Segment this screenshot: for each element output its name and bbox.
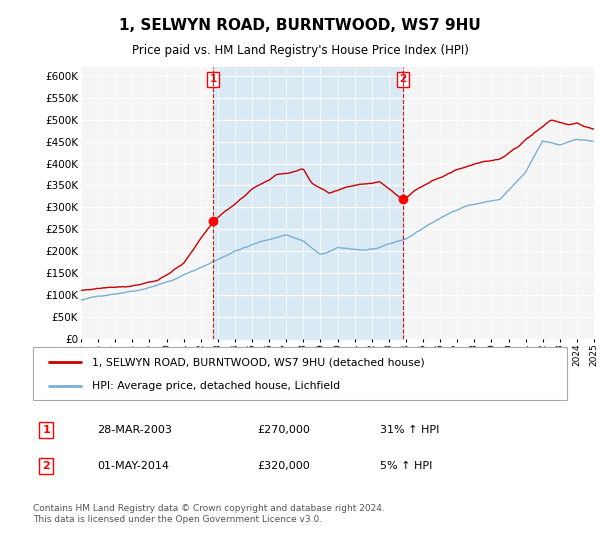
Text: 28-MAR-2003: 28-MAR-2003 [97, 425, 172, 435]
Text: 5% ↑ HPI: 5% ↑ HPI [380, 461, 433, 471]
Text: £270,000: £270,000 [257, 425, 310, 435]
Text: 2: 2 [400, 74, 407, 85]
Text: 1: 1 [209, 74, 217, 85]
Text: 1, SELWYN ROAD, BURNTWOOD, WS7 9HU: 1, SELWYN ROAD, BURNTWOOD, WS7 9HU [119, 18, 481, 32]
Text: 31% ↑ HPI: 31% ↑ HPI [380, 425, 439, 435]
Text: 2: 2 [43, 461, 50, 471]
Text: Contains HM Land Registry data © Crown copyright and database right 2024.
This d: Contains HM Land Registry data © Crown c… [33, 505, 385, 524]
Text: £320,000: £320,000 [257, 461, 310, 471]
FancyBboxPatch shape [33, 347, 567, 400]
Text: 1, SELWYN ROAD, BURNTWOOD, WS7 9HU (detached house): 1, SELWYN ROAD, BURNTWOOD, WS7 9HU (deta… [92, 357, 424, 367]
Text: 1: 1 [43, 425, 50, 435]
Text: Price paid vs. HM Land Registry's House Price Index (HPI): Price paid vs. HM Land Registry's House … [131, 44, 469, 57]
Text: HPI: Average price, detached house, Lichfield: HPI: Average price, detached house, Lich… [92, 380, 340, 390]
Text: 01-MAY-2014: 01-MAY-2014 [97, 461, 169, 471]
